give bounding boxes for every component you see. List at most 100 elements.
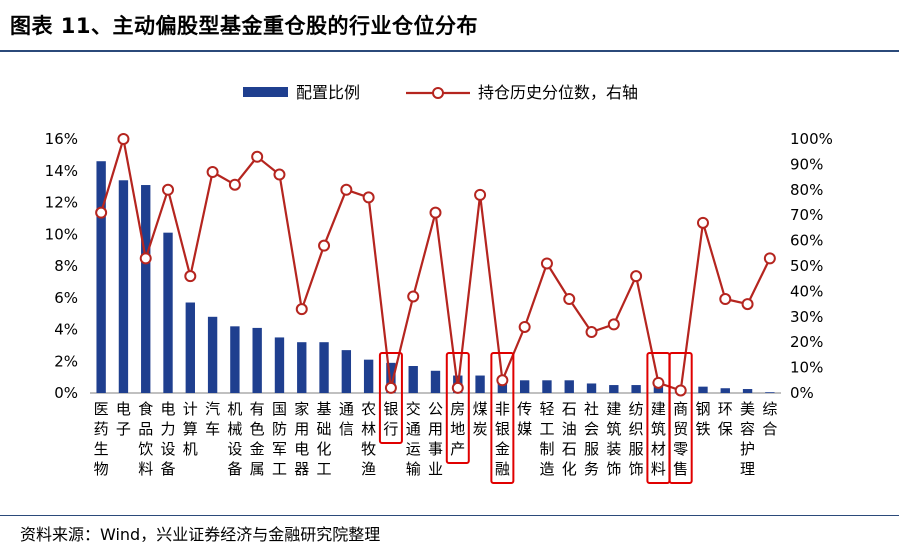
category-label-通信: 通 bbox=[339, 400, 354, 418]
category-label-商贸零售: 商 bbox=[673, 400, 688, 418]
category-label-社会服务: 社 bbox=[584, 400, 599, 418]
category-label-建筑材料: 材 bbox=[651, 440, 666, 458]
category-label-国防军工: 军 bbox=[272, 440, 287, 458]
percentile-point-交通运输 bbox=[407, 290, 420, 303]
bar-建筑装饰 bbox=[609, 385, 619, 393]
percentile-point-食品饮料 bbox=[139, 252, 152, 265]
left-axis-tick-label: 4% bbox=[54, 321, 78, 339]
legend-bar-swatch bbox=[243, 87, 288, 97]
category-label-农林牧渔: 林 bbox=[361, 420, 376, 438]
right-axis-tick-label: 40% bbox=[790, 282, 823, 300]
category-label-综合: 综 bbox=[762, 400, 777, 418]
bar-石油石化 bbox=[564, 380, 574, 393]
percentile-point-建筑材料 bbox=[652, 376, 665, 389]
bar-建筑材料 bbox=[653, 385, 664, 393]
percentile-point-钢铁 bbox=[696, 216, 709, 229]
percentile-point-家用电器 bbox=[295, 303, 308, 316]
bar-传媒 bbox=[519, 380, 530, 393]
left-axis-tick-label: 10% bbox=[45, 225, 78, 243]
percentile-point-通信 bbox=[340, 183, 353, 196]
category-label-轻工制造: 工 bbox=[539, 420, 554, 438]
bar-环保 bbox=[720, 388, 730, 393]
category-label-基础化工: 工 bbox=[317, 460, 332, 478]
category-label-综合: 合 bbox=[762, 420, 777, 438]
category-label-国防军工: 国 bbox=[272, 400, 287, 418]
category-label-交通运输: 输 bbox=[406, 460, 421, 478]
highlight-box-房地产 bbox=[445, 352, 470, 464]
percentile-point-国防军工 bbox=[273, 168, 286, 181]
category-label-轻工制造: 轻 bbox=[539, 400, 554, 418]
bar-银行 bbox=[386, 362, 396, 393]
category-label-计算机: 机 bbox=[183, 440, 198, 458]
percentile-point-石油石化 bbox=[563, 293, 576, 306]
right-axis-tick-label: 90% bbox=[790, 155, 823, 173]
highlight-box-银行 bbox=[378, 352, 403, 444]
right-axis-tick-label: 100% bbox=[790, 130, 833, 148]
category-label-建筑装饰: 筑 bbox=[606, 420, 621, 438]
bar-钢铁 bbox=[698, 386, 708, 393]
percentile-point-银行 bbox=[384, 381, 397, 394]
category-label-基础化工: 基 bbox=[317, 400, 332, 418]
category-label-钢铁: 铁 bbox=[695, 420, 710, 438]
percentile-point-环保 bbox=[719, 293, 732, 306]
category-label-美容护理: 容 bbox=[740, 420, 755, 438]
category-label-通信: 信 bbox=[339, 420, 354, 438]
category-label-医药生物: 物 bbox=[94, 460, 109, 478]
bar-基础化工 bbox=[319, 342, 329, 393]
bar-电子 bbox=[118, 180, 129, 393]
category-label-汽车: 汽 bbox=[205, 400, 220, 418]
category-label-房地产: 地 bbox=[450, 420, 465, 438]
category-label-纺织服饰: 饰 bbox=[629, 460, 644, 478]
category-label-食品饮料: 饮 bbox=[138, 440, 153, 458]
bar-煤炭 bbox=[475, 375, 485, 393]
category-label-国防军工: 工 bbox=[272, 460, 287, 478]
bar-综合 bbox=[765, 392, 775, 393]
percentile-point-建筑装饰 bbox=[607, 318, 620, 331]
bar-通信 bbox=[341, 350, 352, 393]
category-label-建筑材料: 建 bbox=[651, 400, 666, 418]
percentile-point-农林牧渔 bbox=[362, 191, 375, 204]
category-label-建筑材料: 料 bbox=[651, 460, 666, 478]
bar-电力设备 bbox=[163, 232, 173, 393]
right-axis-tick-label: 0% bbox=[790, 384, 814, 402]
right-axis-tick-label: 10% bbox=[790, 359, 823, 377]
category-label-电力设备: 设 bbox=[161, 440, 176, 458]
category-label-医药生物: 医 bbox=[94, 400, 109, 418]
category-label-建筑装饰: 建 bbox=[606, 400, 621, 418]
category-label-计算机: 计 bbox=[183, 400, 198, 418]
category-label-石油石化: 石 bbox=[562, 440, 577, 458]
percentile-point-综合 bbox=[763, 252, 776, 265]
category-label-食品饮料: 食 bbox=[138, 400, 153, 418]
category-label-食品饮料: 料 bbox=[138, 460, 153, 478]
bar-汽车 bbox=[207, 316, 218, 393]
right-axis-tick-label: 30% bbox=[790, 308, 823, 326]
category-label-商贸零售: 贸 bbox=[673, 420, 688, 438]
category-label-纺织服饰: 服 bbox=[629, 440, 644, 458]
category-label-环保: 环 bbox=[718, 400, 733, 418]
left-axis-tick-label: 8% bbox=[54, 257, 78, 275]
category-label-商贸零售: 售 bbox=[673, 460, 688, 478]
percentile-point-电子 bbox=[117, 133, 130, 145]
bar-美容护理 bbox=[742, 389, 753, 393]
source-note: 资料来源：Wind，兴业证券经济与金融研究院整理 bbox=[20, 525, 381, 544]
category-label-机械设备: 设 bbox=[227, 440, 242, 458]
percentile-point-非银金融 bbox=[496, 374, 509, 387]
category-label-公用事业: 业 bbox=[428, 460, 443, 478]
category-label-纺织服饰: 纺 bbox=[629, 400, 644, 418]
left-axis-tick-label: 14% bbox=[45, 162, 78, 180]
category-label-石油石化: 石 bbox=[562, 400, 577, 418]
category-label-房地产: 房 bbox=[450, 400, 465, 418]
category-label-纺织服饰: 织 bbox=[629, 420, 644, 438]
category-label-电力设备: 电 bbox=[161, 400, 176, 418]
bar-社会服务 bbox=[586, 383, 597, 393]
category-label-轻工制造: 制 bbox=[539, 440, 554, 458]
percentile-point-轻工制造 bbox=[540, 257, 553, 270]
percentile-point-计算机 bbox=[184, 270, 197, 283]
left-axis-tick-label: 6% bbox=[54, 289, 78, 307]
category-label-建筑材料: 筑 bbox=[651, 420, 666, 438]
category-label-农林牧渔: 渔 bbox=[361, 460, 376, 478]
category-label-美容护理: 护 bbox=[740, 440, 755, 458]
category-label-有色金属: 金 bbox=[250, 440, 265, 458]
category-label-有色金属: 有 bbox=[250, 400, 265, 418]
category-label-社会服务: 服 bbox=[584, 440, 599, 458]
